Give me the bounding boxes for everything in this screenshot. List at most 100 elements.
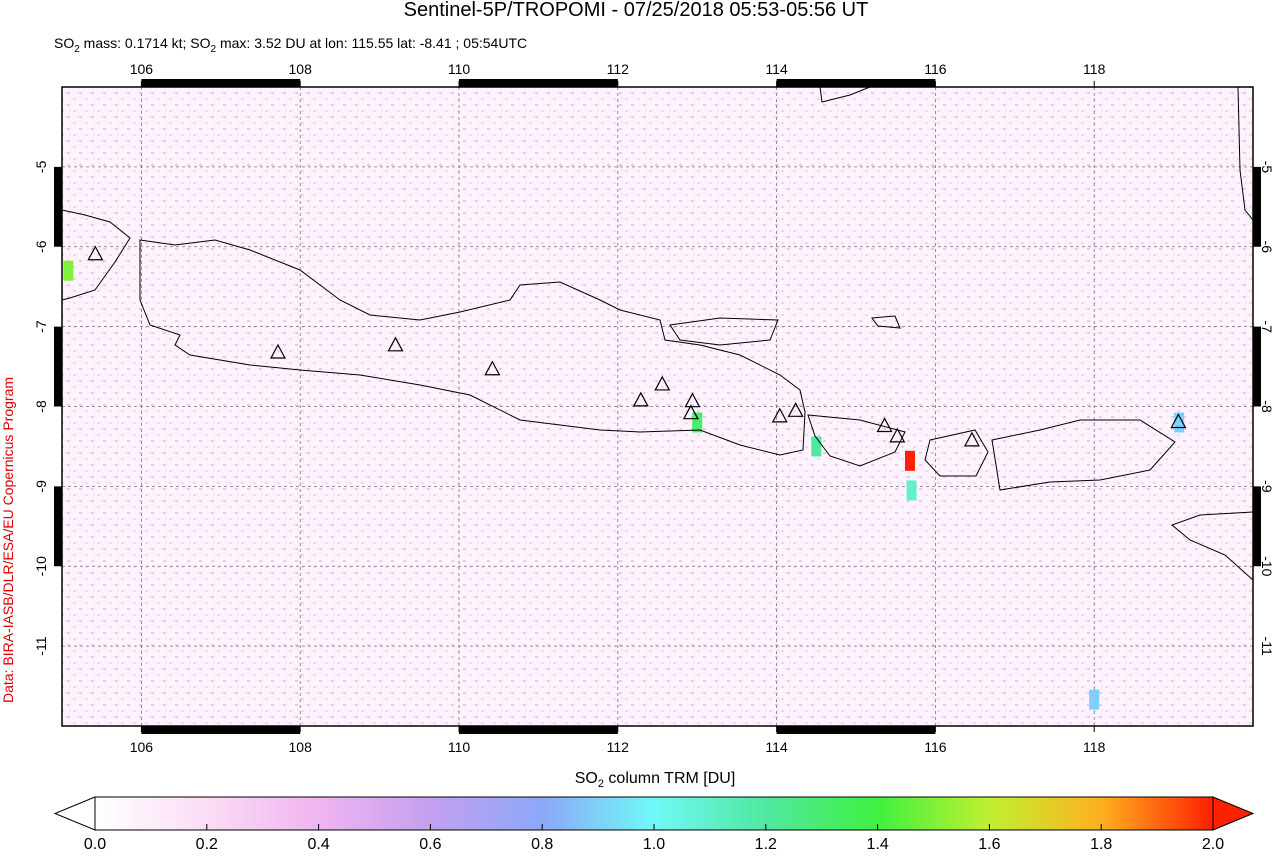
so2-plumes [63,260,1185,710]
y-tick-label: -10 [33,556,49,576]
x-tick-label: 112 [607,61,630,77]
y-tick-label: -8 [33,400,49,413]
volcano [684,392,701,408]
volcano [632,391,649,407]
colorbar-tick-label: 1.2 [755,836,777,853]
colorbar-tick-label: 1.0 [643,836,665,853]
colorbar-tick-label: 0.8 [531,836,553,853]
frame-bar [1253,486,1261,567]
volcano [484,360,501,376]
so2-pixel [811,436,822,457]
volcano [654,375,671,391]
x-tick-label: 110 [448,739,471,755]
coast-east [1237,86,1254,221]
coast-sumbawa [991,419,1176,491]
x-tick-label: 118 [1083,739,1106,755]
colorbar-tick-label: 0.2 [196,836,218,853]
y-tick-label: -7 [1259,320,1272,333]
y-tick-label: -9 [33,480,49,493]
frame-bar [1253,326,1261,407]
volcano [963,431,980,447]
frame-bar [1253,166,1261,247]
volcano [1170,413,1187,429]
colorbar-tick-label: 0.4 [307,836,329,853]
x-tick-label: 114 [765,739,788,755]
grid [62,87,1253,726]
y-tick-label: -6 [1259,241,1272,254]
volcano [269,343,286,359]
colorbar-label-part: 2 [598,778,604,790]
colorbar-label: SO2 column TRM [DU] [575,770,736,790]
frame-bar [459,726,618,734]
colorbar-tick-label: 1.4 [866,836,888,853]
y-tick-label: -10 [1259,556,1272,576]
y-tick-label: -5 [33,160,49,173]
so2-pixel [63,260,74,281]
colorbar-arrow-low [53,796,96,831]
coast-sumatra [61,209,131,301]
frame-bar [141,726,301,734]
x-tick-label: 116 [924,61,947,77]
subtitle-part: 2 [74,44,80,55]
coast-madura [669,317,779,346]
volcano [889,427,906,443]
volcano [87,245,104,261]
y-tick-label: -6 [33,240,49,253]
colorbar: 0.0 0.2 0.4 0.6 0.8 1.0 1.2 1.4 1.6 1.8 2.0 [53,796,1255,853]
y-tick-label: -5 [1259,161,1272,174]
coast-sumba [1171,511,1254,581]
data-credit: Data: BIRA-IASB/DLR/ESA/EU Copernicus Pr… [0,377,16,703]
colorbar-tick-label: 1.8 [1090,836,1112,853]
colorbar-label-part: column TRM [DU] [604,770,735,787]
frame-bar [776,726,936,734]
y-tick-label: -11 [33,636,49,655]
x-tick-label: 108 [289,61,313,77]
y-tick-label: -11 [1259,637,1272,656]
frame-bar [54,326,62,407]
x-tick-label: 106 [130,739,154,755]
colorbar-tick-label: 1.6 [978,836,1000,853]
frame-ticks: 106 106 108 108 110 110 112 112 114 114 116 116 118 1… [33,61,1272,755]
so2-pixel [1089,689,1100,710]
subtitle-part: max: 3.52 DU at lon: 115.55 lat: -8.41 ;… [216,35,527,51]
subtitle-part: mass: 0.1714 kt; SO [80,35,211,51]
volcanoes [87,245,1187,447]
so2-pixel [906,480,917,501]
coast-bali [807,414,906,467]
x-tick-label: 116 [924,739,947,755]
coast-borneo [819,86,871,103]
so2-pixel [692,412,703,433]
frame-bar [776,79,936,87]
subtitle: SO2 mass: 0.1714 kt; SO2 max: 3.52 DU at… [54,35,527,55]
x-tick-label: 106 [130,61,154,77]
colorbar-tick-label: 0.0 [84,836,106,853]
x-tick-label: 118 [1083,61,1106,77]
y-tick-label: -9 [1259,480,1272,493]
volcano [387,336,404,352]
coast-java [139,239,806,456]
subtitle-part: SO [54,35,74,51]
volcano [682,404,699,420]
frame-bar [54,166,62,247]
frame-bar [54,486,62,567]
title: Sentinel-5P/TROPOMI - 07/25/2018 05:53-0… [404,0,869,21]
y-tick-label: -7 [33,320,49,333]
colorbar-arrow-high [1212,796,1255,831]
coast-islet [871,315,901,329]
volcano [787,402,804,417]
x-tick-label: 110 [448,61,471,77]
volcano [771,407,788,423]
y-tick-label: -8 [1259,400,1272,413]
so2-pixel [904,450,915,471]
coastlines [61,86,1254,581]
x-tick-label: 114 [765,61,788,77]
frame-bar [141,79,301,87]
x-tick-label: 108 [289,739,313,755]
frame-bar [459,79,618,87]
colorbar-tick-label: 2.0 [1202,836,1224,853]
coast-lombok [924,429,989,477]
colorbar-tick-label: 0.6 [419,836,441,853]
subtitle-part: 2 [211,44,217,55]
x-tick-label: 112 [607,739,630,755]
